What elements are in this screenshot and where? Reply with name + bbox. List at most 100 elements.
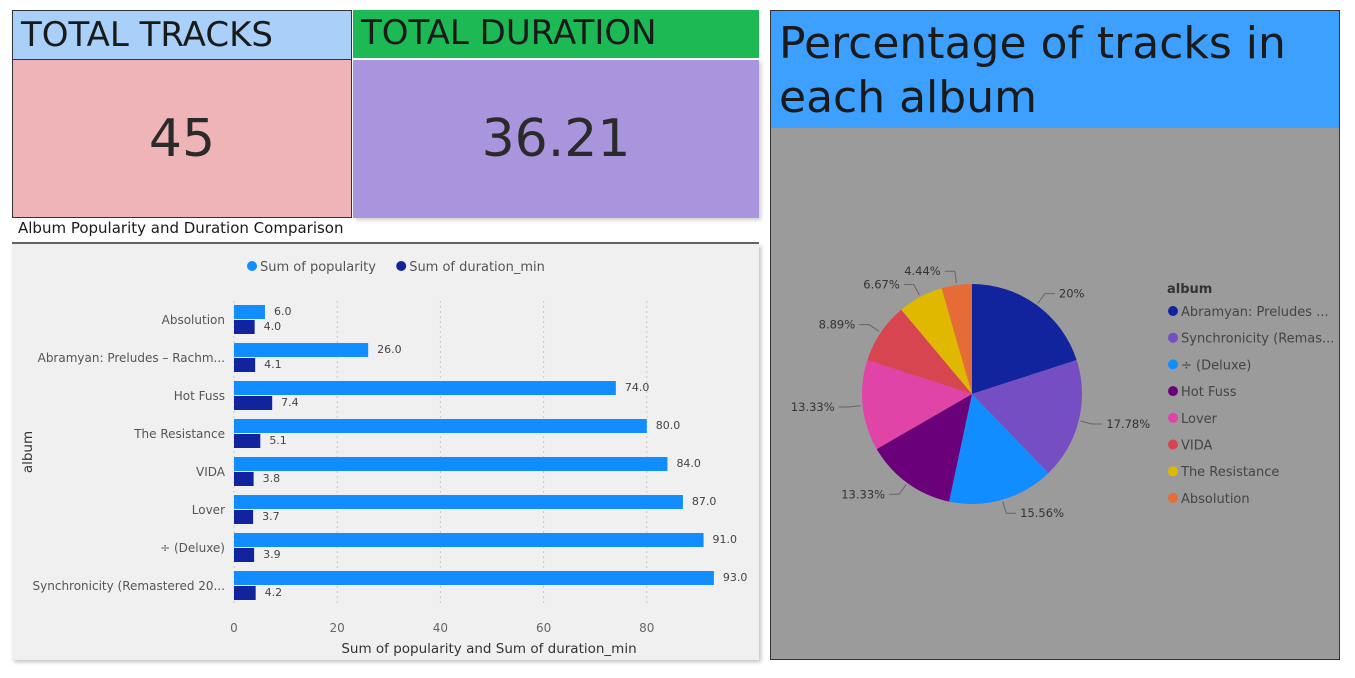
bar-duration[interactable] [234,510,254,524]
total-duration-value: 36.21 [481,109,631,169]
pie-slice-label: 13.33% [841,487,885,501]
pie-legend-marker[interactable] [1168,439,1178,450]
pie-legend-label[interactable]: Hot Fuss [1181,385,1237,400]
bar-data-label: 3.7 [262,510,280,523]
bar-duration[interactable] [234,358,256,372]
bar-data-label: 74.0 [625,381,650,394]
y-category-label: Hot Fuss [174,389,225,403]
pie-legend-marker[interactable] [1168,332,1178,343]
pie-slice-label: 17.78% [1106,417,1150,431]
x-tick-label: 0 [230,621,238,635]
pie-legend-marker[interactable] [1168,306,1178,316]
x-tick-label: 20 [330,621,345,635]
pie-legend-marker[interactable] [1168,492,1178,503]
bar-data-label: 80.0 [656,419,681,432]
total-duration-card: 36.21 [353,60,759,218]
bar-duration[interactable] [234,548,255,562]
pie-slice[interactable] [876,394,972,502]
bar-duration[interactable] [234,472,254,486]
bar-popularity[interactable] [234,457,668,471]
pie-legend-marker[interactable] [1168,412,1178,423]
y-category-label: The Resistance [133,427,225,441]
pie-slice-label: 13.33% [791,400,835,414]
pie-slice[interactable] [949,394,1049,504]
pie-legend-label[interactable]: Lover [1181,412,1218,427]
pie-legend-label[interactable]: Abramyan: Preludes ... [1181,305,1329,320]
total-tracks-header: TOTAL TRACKS [12,10,352,60]
bar-data-label: 3.8 [263,472,281,485]
legend-label[interactable]: Sum of popularity [260,260,376,275]
pie-chart-title: Percentage of tracks in each album [770,10,1340,128]
total-duration-header: TOTAL DURATION [353,10,759,58]
bar-chart-title: Album Popularity and Duration Comparison [18,219,344,237]
legend-marker[interactable] [247,261,257,271]
bar-popularity[interactable] [234,305,265,319]
bar-data-label: 3.9 [263,548,281,561]
y-category-label: VIDA [196,465,226,479]
pie-legend-marker[interactable] [1168,466,1178,477]
pie-leader-line [1080,420,1103,425]
bar-chart[interactable]: 0 20 40 60 80 Sum of popularity Sum of duratio… [12,244,759,660]
pie-leader-line [1037,293,1055,304]
pie-chart-title-text: Percentage of tracks in each album [779,18,1286,123]
legend-marker[interactable] [396,261,407,271]
y-category-label: Abramyan: Preludes – Rachm... [38,351,225,365]
pie-legend-marker[interactable] [1168,386,1178,397]
bar-popularity[interactable] [234,343,369,357]
bar-data-label: 7.4 [281,396,299,409]
total-tracks-title: TOTAL TRACKS [21,15,273,55]
pie-slice[interactable] [972,360,1082,474]
bar-data-label: 91.0 [713,533,738,546]
bar-data-label: 4.2 [265,586,283,599]
pie-leader-line [889,484,907,495]
pie-legend-label[interactable]: VIDA [1181,439,1213,454]
bar-data-label: 6.0 [274,305,292,318]
pie-slice-label: 6.67% [863,278,900,292]
pie-slice[interactable] [941,284,972,394]
total-duration-title: TOTAL DURATION [361,13,657,53]
pie-slice[interactable] [867,309,972,394]
bar-data-label: 87.0 [692,495,717,508]
pie-slice-label: 4.44% [904,264,941,278]
pie-leader-line [944,270,957,284]
pie-chart[interactable]: 20% 17.78% 15.56% 13.33% 13.33% 8.89% 6.67% 4.4… [771,128,1341,660]
x-tick-label: 80 [639,621,654,635]
bar-duration[interactable] [234,320,255,334]
y-category-label: Synchronicity (Remastered 20... [33,579,225,593]
bar-popularity[interactable] [234,381,616,395]
total-tracks-value: 45 [148,108,216,169]
pie-leader-line [859,324,880,332]
bar-data-label: 4.0 [264,320,282,333]
bar-data-label: 84.0 [676,457,701,470]
bar-chart-title-divider [12,242,759,244]
pie-leader-line [838,405,861,408]
bar-data-label: 5.1 [269,434,287,447]
pie-legend-label[interactable]: The Resistance [1180,465,1279,480]
pie-leader-line [903,284,920,296]
bar-duration[interactable] [234,434,261,448]
pie-slice-label: 20% [1059,287,1085,301]
pie-slice[interactable] [862,360,972,449]
pie-legend-marker[interactable] [1168,359,1178,370]
bar-duration[interactable] [234,396,273,410]
y-category-label: Absolution [162,313,225,327]
pie-chart-panel: 20% 17.78% 15.56% 13.33% 13.33% 8.89% 6.67% 4.4… [770,128,1340,660]
pie-legend-label[interactable]: Absolution [1181,492,1250,507]
pie-slice[interactable] [901,288,972,394]
bar-duration[interactable] [234,586,256,600]
legend-label[interactable]: Sum of duration_min [409,260,545,275]
pie-legend-label[interactable]: ÷ (Deluxe) [1181,358,1251,373]
pie-legend-label[interactable]: Synchronicity (Remas... [1181,332,1334,347]
pie-slice[interactable] [972,284,1077,394]
bar-popularity[interactable] [234,533,704,547]
total-tracks-card: 45 [12,60,352,218]
bar-popularity[interactable] [234,495,683,509]
bar-data-label: 4.1 [264,358,282,371]
bar-popularity[interactable] [234,419,647,433]
x-axis-title: Sum of popularity and Sum of duration_mi… [341,641,636,657]
bar-popularity[interactable] [234,571,714,585]
pie-leader-line [1002,501,1017,514]
x-tick-label: 40 [433,621,448,635]
pie-legend-title: album [1167,282,1212,297]
bar-data-label: 26.0 [377,343,402,356]
